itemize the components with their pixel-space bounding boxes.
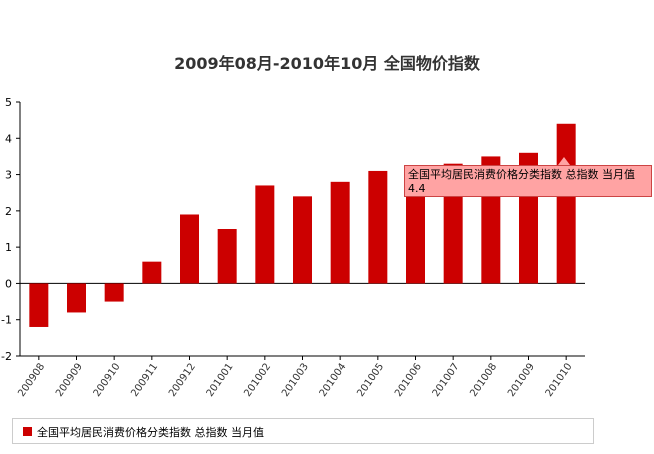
x-tick-label: 201009 bbox=[506, 361, 537, 399]
x-tick-label: 201004 bbox=[318, 361, 349, 399]
legend-swatch bbox=[23, 427, 32, 436]
bar bbox=[104, 283, 124, 302]
x-tick-label: 201001 bbox=[205, 361, 236, 399]
y-tick-label: 5 bbox=[5, 96, 12, 109]
x-tick-label: 200909 bbox=[54, 361, 85, 399]
plot-area: -2 -1 0 1 2 3 4 5 200908 200909 200910 200911 200912… bbox=[1, 96, 585, 399]
bar bbox=[142, 261, 162, 284]
tooltip-value: 4.4 bbox=[408, 182, 426, 195]
legend-label: 全国平均居民消费价格分类指数 总指数 当月值 bbox=[37, 426, 264, 439]
y-tick-label: 2 bbox=[5, 205, 12, 218]
x-tick-label: 200908 bbox=[16, 361, 47, 399]
chart-title: 2009年08月-2010年10月 全国物价指数 bbox=[174, 54, 480, 73]
bar bbox=[180, 214, 199, 284]
x-tick-label: 201005 bbox=[355, 361, 386, 399]
tooltip-pointer bbox=[558, 157, 570, 165]
x-tick-label: 200912 bbox=[167, 361, 198, 399]
y-tick-label: 3 bbox=[5, 169, 12, 182]
bar bbox=[67, 283, 86, 313]
x-tick-label: 201003 bbox=[280, 361, 311, 399]
x-tick-label: 201006 bbox=[393, 361, 424, 399]
y-tick-label: 4 bbox=[5, 132, 12, 145]
x-tick-label: 201008 bbox=[468, 361, 499, 399]
bar bbox=[406, 178, 425, 284]
bar bbox=[368, 170, 388, 284]
bar bbox=[556, 123, 576, 284]
data-tooltip: 全国平均居民消费价格分类指数 总指数 当月值 4.4 bbox=[404, 165, 652, 197]
x-tick-label: 201007 bbox=[431, 361, 462, 399]
y-tick-label: -2 bbox=[1, 350, 12, 363]
x-tick-label: 200910 bbox=[92, 361, 123, 399]
bar bbox=[29, 283, 49, 327]
x-tick-label: 201010 bbox=[544, 361, 575, 399]
bar bbox=[330, 181, 350, 284]
bar bbox=[293, 196, 312, 284]
x-tick-label: 201002 bbox=[242, 361, 273, 399]
y-tick-label: 1 bbox=[5, 241, 12, 254]
bar bbox=[255, 185, 275, 284]
legend: 全国平均居民消费价格分类指数 总指数 当月值 bbox=[12, 418, 594, 444]
y-tick-label: 0 bbox=[5, 277, 12, 290]
y-tick-label: -1 bbox=[1, 314, 12, 327]
bar bbox=[217, 229, 237, 284]
tooltip-series-label: 全国平均居民消费价格分类指数 总指数 当月值 bbox=[408, 168, 635, 181]
x-tick-label: 200911 bbox=[129, 361, 160, 399]
